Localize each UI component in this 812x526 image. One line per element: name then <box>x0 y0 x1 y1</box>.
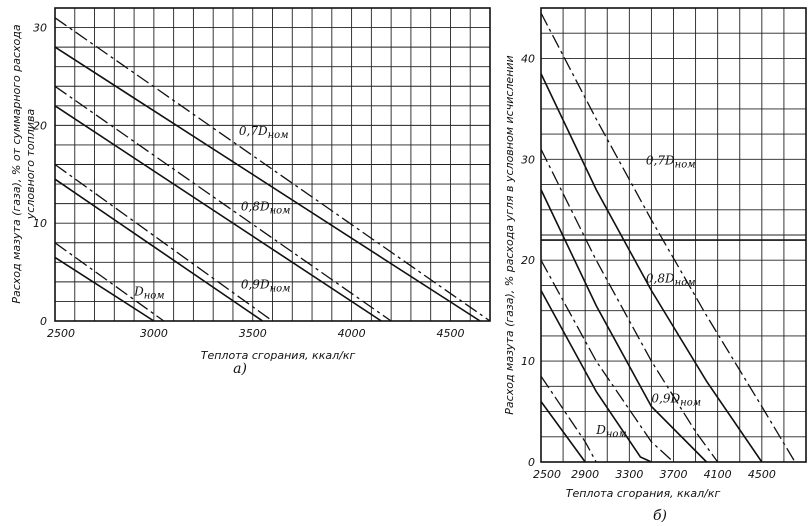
curve-label-sub: ном <box>680 397 701 408</box>
x-axis-label: Теплота сгорания, ккал/кг <box>201 349 356 362</box>
curve-label-sub: ном <box>675 277 696 288</box>
plot-frame <box>54 7 491 322</box>
x-tick-label: 2500 <box>47 327 75 340</box>
x-tick-label: 4100 <box>704 468 732 481</box>
curve-label-sub: ном <box>270 284 291 295</box>
series-line-1-dashed <box>540 12 796 463</box>
panel-label: б) <box>653 508 667 524</box>
grid <box>541 8 806 462</box>
y-tick-label: 10 <box>521 355 535 368</box>
x-tick-label: 3500 <box>239 327 267 340</box>
curve-label-sub: ном <box>270 205 291 216</box>
curve-label-sub: ном <box>606 429 627 440</box>
series-line-6-solid <box>54 178 264 322</box>
curve-label: 0,8Dном <box>241 199 291 216</box>
y-tick-label: 30 <box>33 22 47 35</box>
series-line-8-solid <box>54 256 155 322</box>
x-tick-label: 2900 <box>571 468 599 481</box>
curve-label-main: 0,7D <box>239 124 268 138</box>
chart-panel-a: 2500 3000 3500 4000 450001020300,7Dном0,8Dно… <box>10 7 491 377</box>
curve-label: 0,9Dном <box>651 391 701 408</box>
x-tick-label: 3000 <box>140 327 168 340</box>
curve-label: 0,7Dном <box>239 124 289 141</box>
curve-label: 0,7Dном <box>646 153 696 170</box>
series-line-7-dashed <box>540 375 597 463</box>
series-line-3-dashed <box>54 85 392 322</box>
curve-label-main: 0,8D <box>646 271 675 285</box>
grid <box>55 8 490 321</box>
y-tick-label: 0 <box>40 315 47 328</box>
y-axis-label: Расход мазута (газа), % от суммарного ра… <box>10 24 23 303</box>
curve-label-main: 0,8D <box>241 199 270 213</box>
curve-label: 0,8Dном <box>646 271 696 288</box>
curve-label-main: 0,9D <box>241 278 270 292</box>
series-line-6-solid <box>540 290 652 463</box>
x-tick-label: 4500 <box>748 468 776 481</box>
plot-frame <box>540 7 807 463</box>
x-tick-label: 3300 <box>615 468 643 481</box>
panel-label: а) <box>233 361 247 377</box>
x-tick-label: 2500 <box>533 468 561 481</box>
chart-panel-b: 2500 2900 3300 3700 4100 45000102030400,7Dном… <box>503 7 807 524</box>
curve-label-sub: ном <box>268 130 289 141</box>
curve-label-sub: ном <box>144 291 165 302</box>
x-tick-label: 4500 <box>436 327 464 340</box>
series-line-2-solid <box>540 73 763 463</box>
series-line-2-solid <box>54 46 481 322</box>
series-line-4-solid <box>540 189 708 463</box>
x-axis-label: Теплота сгорания, ккал/кг <box>566 487 721 500</box>
curve-label: Dном <box>595 423 627 440</box>
x-tick-label: 4000 <box>338 327 366 340</box>
y-tick-label: 0 <box>528 456 535 469</box>
series-line-8-solid <box>540 401 586 463</box>
series-line-3-dashed <box>540 148 719 463</box>
x-tick-label: 3700 <box>660 468 688 481</box>
y-tick-label: 40 <box>521 52 535 65</box>
series-line-1-dashed <box>54 17 491 322</box>
curve-label-sub: ном <box>675 159 696 170</box>
series-line-5-dashed <box>540 259 674 463</box>
curve-label-main: 0,7D <box>646 153 675 167</box>
y-tick-label: 10 <box>33 217 47 230</box>
y-tick-label: 20 <box>521 254 535 267</box>
series-line-4-solid <box>54 105 382 322</box>
y-axis-label-line2: условного топлива <box>24 109 37 221</box>
curve-label: Dном <box>133 285 165 302</box>
curve-label-main: D <box>595 423 606 437</box>
series-line-5-dashed <box>54 163 273 322</box>
y-axis-label: Расход мазута (газа), % расхода угля в у… <box>503 55 516 414</box>
curve-label-main: D <box>133 285 144 299</box>
curve-label-main: 0,9D <box>651 391 680 405</box>
series-line-7-dashed <box>54 242 165 322</box>
curve-label: 0,9Dном <box>241 278 291 295</box>
y-tick-label: 30 <box>521 153 535 166</box>
y-tick-label: 20 <box>33 119 47 132</box>
